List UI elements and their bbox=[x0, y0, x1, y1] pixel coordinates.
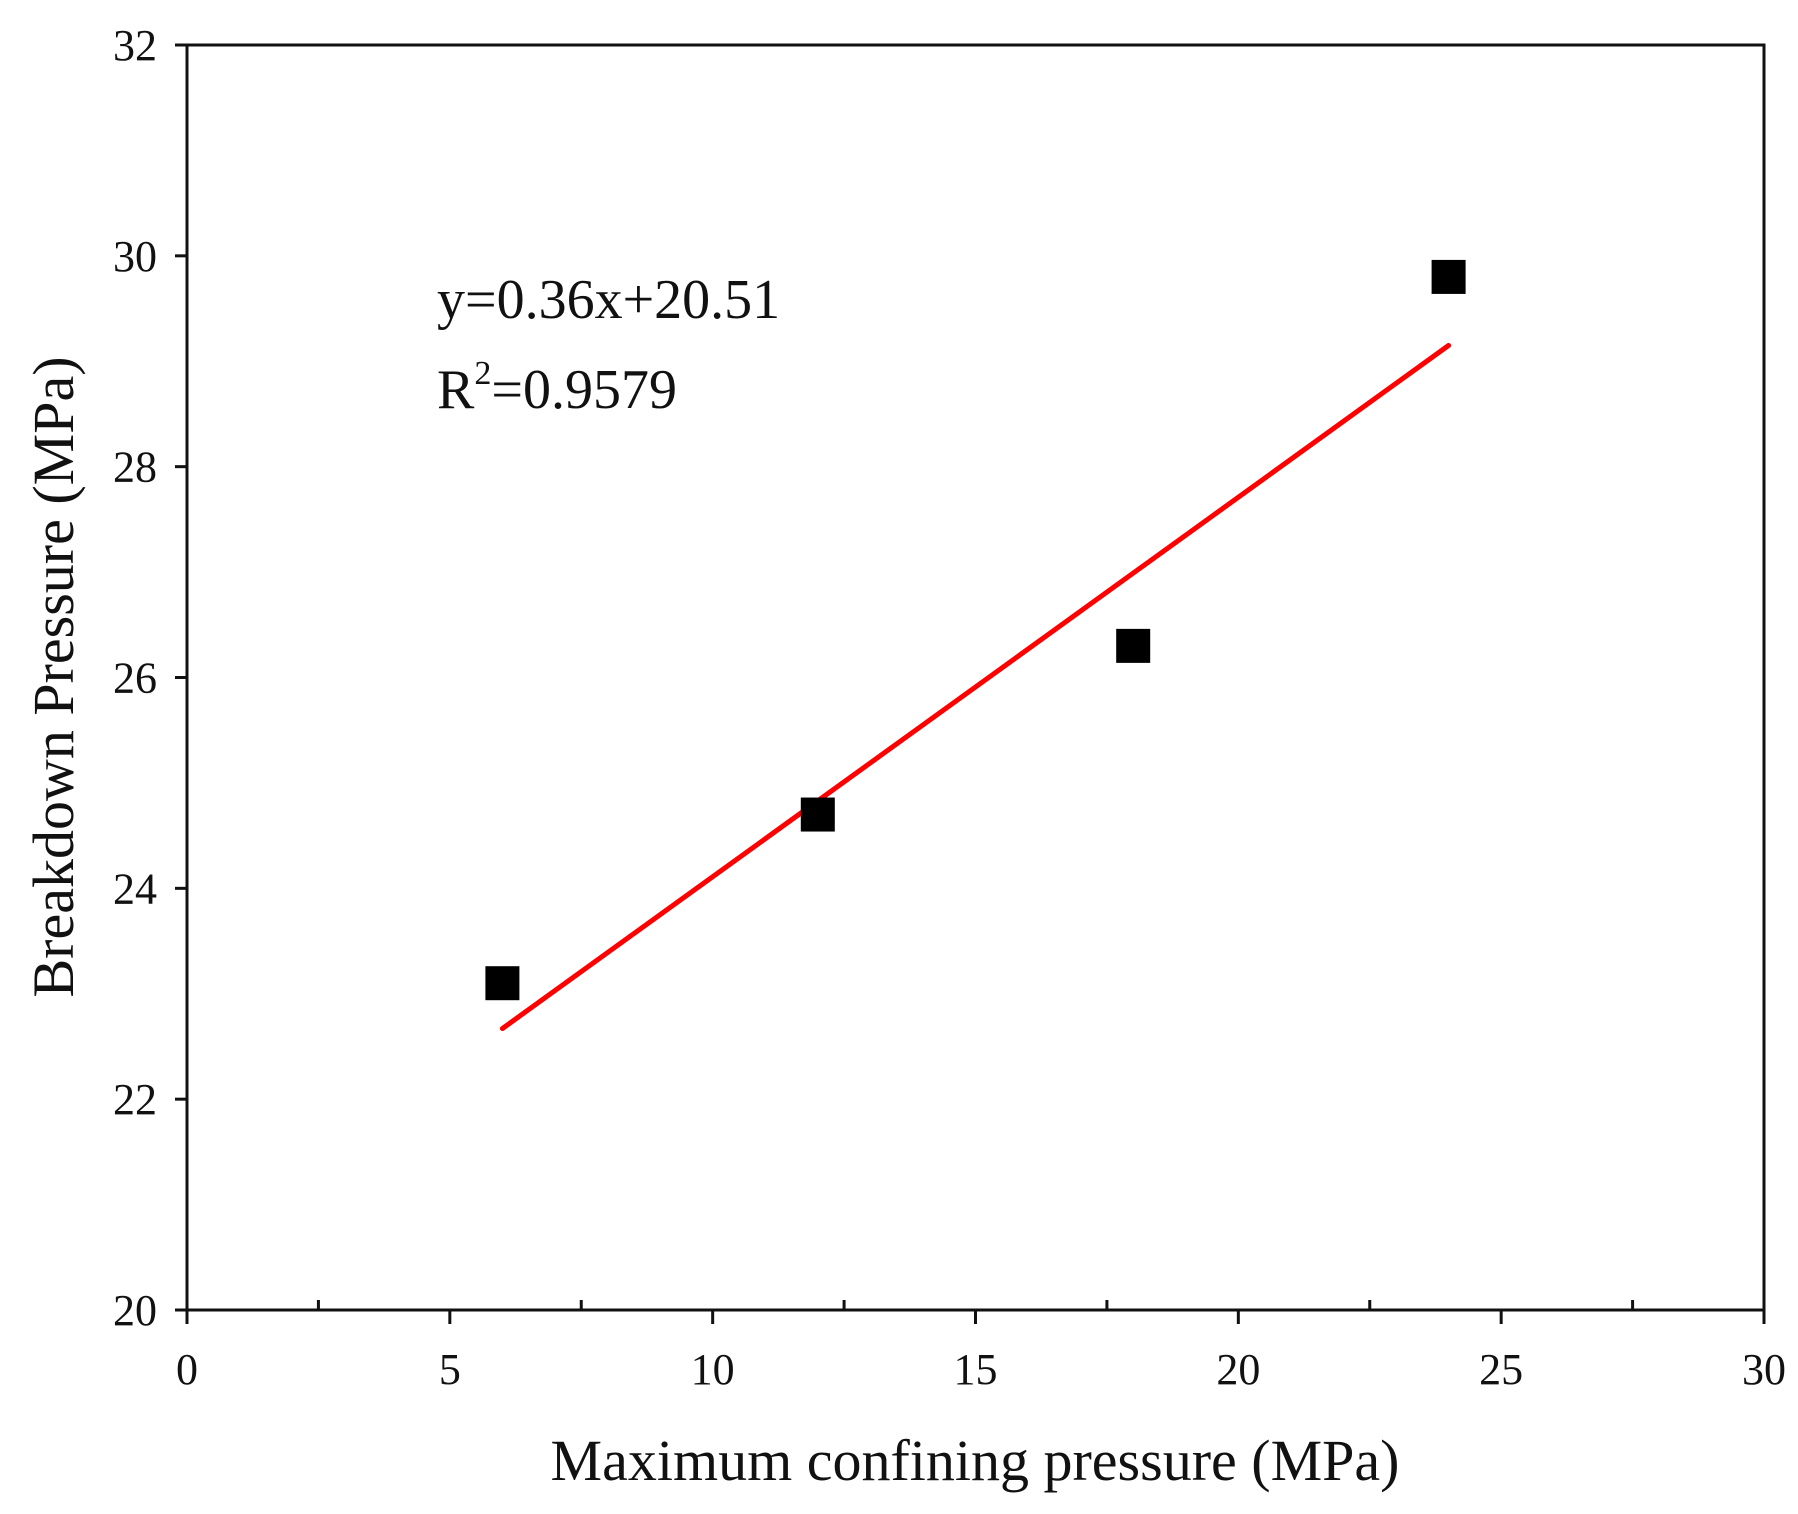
r-squared-annotation: R2=0.9579 bbox=[437, 355, 677, 421]
y-tick-label: 22 bbox=[113, 1075, 157, 1124]
data-point-marker bbox=[1116, 628, 1151, 663]
x-tick-label: 20 bbox=[1216, 1345, 1260, 1394]
x-tick-label: 5 bbox=[439, 1345, 461, 1394]
y-tick-label: 28 bbox=[113, 443, 157, 492]
data-point-marker bbox=[1431, 259, 1466, 294]
y-axis-tick-labels: 20 22 24 26 28 30 32 bbox=[113, 21, 157, 1335]
x-tick-label: 0 bbox=[176, 1345, 198, 1394]
x-tick-label: 30 bbox=[1742, 1345, 1786, 1394]
r-squared-value: =0.9579 bbox=[491, 359, 677, 421]
data-point-marker bbox=[485, 966, 520, 1001]
data-points bbox=[485, 259, 1466, 1001]
linear-fit-line bbox=[499, 342, 1452, 1032]
y-tick-label: 24 bbox=[113, 864, 157, 913]
data-point-marker bbox=[800, 797, 835, 832]
r-squared-r: R bbox=[437, 359, 475, 421]
fit-equation-annotation: y=0.36x+20.51 bbox=[437, 269, 780, 331]
r-squared-superscript: 2 bbox=[474, 355, 491, 392]
x-tick-label: 25 bbox=[1479, 1345, 1523, 1394]
x-tick-label: 10 bbox=[691, 1345, 735, 1394]
y-tick-label: 26 bbox=[113, 654, 157, 703]
x-tick-label: 15 bbox=[954, 1345, 998, 1394]
x-axis-tick-labels: 0 5 10 15 20 25 30 bbox=[176, 1345, 1786, 1394]
y-axis-title: Breakdown Pressure (MPa) bbox=[21, 356, 86, 997]
y-tick-label: 30 bbox=[113, 232, 157, 281]
y-axis-ticks bbox=[175, 43, 187, 1312]
y-tick-label: 32 bbox=[113, 21, 157, 70]
plot-area-frame bbox=[185, 43, 1766, 1312]
y-tick-label: 20 bbox=[113, 1286, 157, 1335]
x-axis-title: Maximum confining pressure (MPa) bbox=[551, 1428, 1400, 1493]
x-axis-ticks bbox=[185, 1300, 1766, 1324]
